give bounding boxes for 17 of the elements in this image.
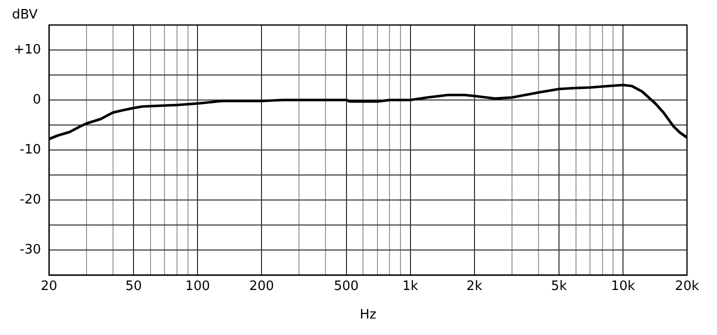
x-tick-label: 100 (185, 279, 210, 294)
y-tick-label: -10 (20, 142, 41, 158)
x-tick-label: 1k (402, 279, 419, 294)
y-tick-label: -30 (20, 242, 41, 258)
y-axis-title: dBV (12, 7, 38, 22)
x-tick-label: 10k (610, 279, 636, 294)
x-tick-label: 2k (466, 279, 483, 294)
x-tick-label: 20k (674, 279, 700, 294)
x-axis-title: Hz (360, 308, 376, 323)
x-tick-label: 50 (125, 279, 142, 294)
y-tick-label: -20 (20, 192, 41, 208)
x-tick-label: 5k (551, 279, 568, 294)
x-tick-label: 500 (334, 279, 359, 294)
x-tick-label: 20 (40, 279, 58, 294)
y-tick-label: +10 (14, 42, 41, 58)
y-tick-label: 0 (32, 92, 41, 108)
x-tick-label: 200 (249, 279, 274, 294)
